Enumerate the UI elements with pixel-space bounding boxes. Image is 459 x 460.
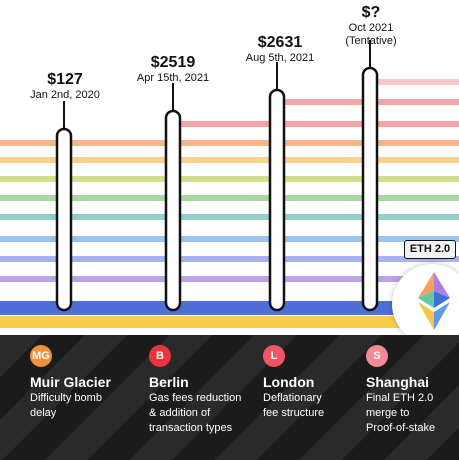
upgrade-desc-line: fee structure — [263, 407, 325, 419]
upgrade-desc-line: delay — [30, 407, 57, 419]
stripe — [64, 276, 459, 282]
milestone-date: Apr 15th, 2021 — [136, 72, 210, 84]
upgrade-name: Muir Glacier — [30, 374, 111, 390]
ethereum-logo-circle — [392, 264, 459, 335]
upgrade-desc-line: Final ETH 2.0 — [366, 392, 434, 404]
upgrade-badge: B — [149, 345, 171, 367]
milestone-price: $? — [361, 4, 381, 21]
stripe — [64, 195, 459, 201]
stripe — [64, 214, 459, 220]
milestone-price: $127 — [47, 71, 83, 88]
milestone-label-london: $2631 Aug 5th, 2021 — [235, 34, 325, 65]
stripe — [0, 276, 64, 282]
milestone-date: Oct 2021 — [348, 22, 394, 34]
stripe — [64, 140, 459, 146]
stripe — [0, 176, 64, 182]
upgrade-desc-line: merge to — [366, 407, 410, 419]
stripe-yellow — [0, 316, 459, 328]
eth2-badge: ETH 2.0 — [404, 240, 456, 259]
ethereum-logo-icon — [418, 272, 450, 330]
stripe — [0, 195, 64, 201]
upgrade-badge: S — [366, 345, 388, 367]
milestone-date: Aug 5th, 2021 — [245, 52, 315, 64]
upgrade-desc-line: transaction types — [149, 422, 233, 434]
stripe — [0, 256, 64, 262]
upgrade-desc-line: Gas fees reduction — [149, 392, 242, 404]
upgrade-muir-glacier: MG Muir Glacier Difficulty bomb delay — [30, 345, 111, 420]
upgrade-name: London — [263, 374, 315, 390]
stripe-blue — [0, 301, 459, 315]
upgrade-badge: L — [263, 345, 285, 367]
milestone-pillar — [361, 66, 379, 312]
stripe — [64, 256, 459, 262]
upgrade-shanghai: S Shanghai Final ETH 2.0 merge to Proof-… — [366, 345, 435, 435]
upgrade-desc-line: & addition of — [149, 407, 211, 419]
stripe — [0, 140, 64, 146]
upgrade-london: L London Deflationary fee structure — [263, 345, 324, 420]
upgrade-name: Shanghai — [366, 374, 430, 390]
milestone-label-berlin: $2519 Apr 15th, 2021 — [128, 54, 218, 85]
stripe — [172, 121, 459, 127]
milestone-pillar — [55, 127, 73, 312]
stripe — [0, 157, 64, 163]
stripe — [64, 176, 459, 182]
milestone-price: $2519 — [150, 54, 196, 71]
stripe — [0, 236, 64, 242]
stripe — [64, 236, 459, 242]
upgrade-name: Berlin — [149, 374, 189, 390]
milestone-price: $2631 — [257, 34, 303, 51]
timeline-graphic — [0, 40, 459, 328]
timeline-area: $127 Jan 2nd, 2020 $2519 Apr 15th, 2021 … — [0, 4, 459, 335]
milestone-pillar — [164, 109, 182, 312]
milestone-label-shanghai: $? Oct 2021 (Tentative) — [326, 4, 416, 48]
stripe — [371, 79, 459, 85]
upgrade-desc-line: Deflationary — [263, 392, 322, 404]
upgrade-berlin: B Berlin Gas fees reduction & addition o… — [149, 345, 241, 435]
milestone-pillar — [268, 88, 286, 312]
milestone-date: Jan 2nd, 2020 — [30, 89, 100, 101]
stripe — [64, 157, 459, 163]
upgrade-desc-line: Proof-of-stake — [366, 422, 436, 434]
stripe — [0, 214, 64, 220]
milestone-label-muir-glacier: $127 Jan 2nd, 2020 — [20, 71, 110, 102]
upgrade-badge: MG — [30, 345, 52, 367]
milestone-note: (Tentative) — [345, 35, 397, 47]
upgrade-desc-line: Difficulty bomb — [30, 392, 102, 404]
